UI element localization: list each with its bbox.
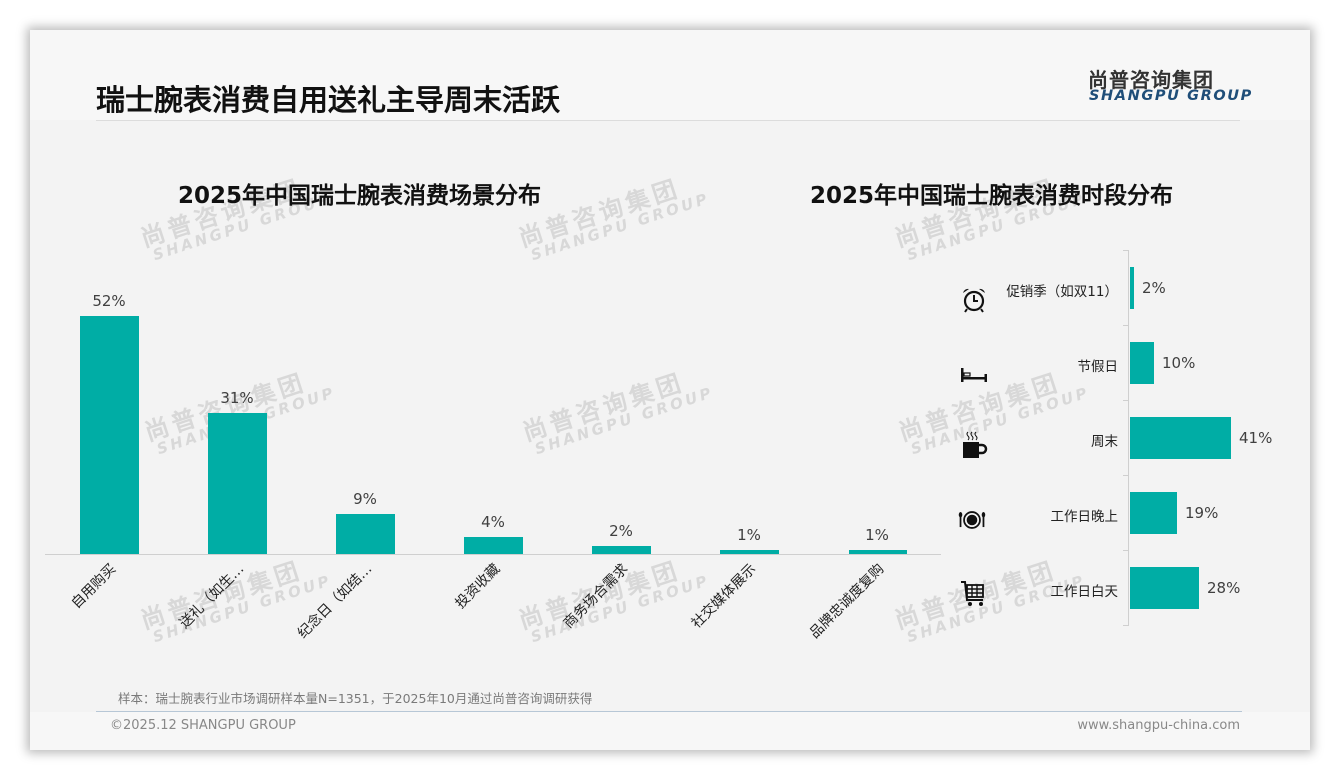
bar-value: 1% bbox=[737, 526, 761, 544]
title-divider bbox=[96, 120, 1240, 121]
bar-value: 1% bbox=[865, 526, 889, 544]
y-tick-label: 节假日 bbox=[1077, 359, 1119, 375]
bar-value: 2% bbox=[1142, 279, 1166, 297]
source-note: 样本：瑞士腕表行业市场调研样本量N=1351，于2025年10月通过尚普咨询调研… bbox=[118, 691, 593, 706]
x-tick-label: 送礼（如生… bbox=[176, 561, 248, 632]
bar bbox=[1130, 492, 1177, 534]
x-axis-line bbox=[45, 554, 941, 555]
axis-tick bbox=[1123, 250, 1128, 251]
footer-band bbox=[30, 712, 1310, 750]
copyright: ©2025.12 SHANGPU GROUP bbox=[110, 718, 296, 733]
axis-tick bbox=[1123, 325, 1128, 326]
bar bbox=[1130, 417, 1231, 459]
watermark: 尚普咨询集团 SHANGPU GROUP bbox=[515, 174, 712, 265]
footer-divider bbox=[96, 711, 1242, 712]
bar bbox=[720, 550, 779, 554]
bar-value: 2% bbox=[609, 522, 633, 540]
x-tick-label: 纪念日（如结… bbox=[294, 561, 376, 642]
y-tick-label: 促销季（如双11） bbox=[1006, 284, 1118, 300]
x-tick-label: 商务场合需求 bbox=[560, 561, 632, 632]
bar bbox=[208, 413, 267, 554]
x-tick-label: 投资收藏 bbox=[452, 561, 504, 612]
x-tick-label: 社交媒体展示 bbox=[688, 561, 760, 632]
watermark: 尚普咨询集团 SHANGPU GROUP bbox=[519, 368, 716, 459]
bar-value: 10% bbox=[1162, 354, 1196, 372]
bar-value: 41% bbox=[1239, 429, 1273, 447]
axis-tick bbox=[1123, 400, 1128, 401]
shopping-cart-icon bbox=[961, 581, 984, 606]
watermark: 尚普咨询集团 SHANGPU GROUP bbox=[895, 368, 1092, 459]
bar bbox=[849, 550, 907, 554]
left-chart-title: 2025年中国瑞士腕表消费场景分布 bbox=[178, 183, 542, 209]
x-tick-label: 品牌忠诚度复购 bbox=[806, 561, 888, 642]
bed-icon bbox=[961, 368, 987, 382]
bar-value: 52% bbox=[92, 292, 126, 310]
bar bbox=[80, 316, 139, 554]
alarm-clock-icon bbox=[963, 288, 985, 313]
header-band bbox=[30, 30, 1310, 120]
bar bbox=[1130, 567, 1199, 609]
bar bbox=[1130, 342, 1154, 384]
right-chart-title: 2025年中国瑞士腕表消费时段分布 bbox=[810, 183, 1174, 209]
coffee-mug-icon bbox=[963, 431, 988, 458]
bar bbox=[592, 546, 651, 554]
slide: 尚普咨询集团 SHANGPU GROUP 尚普咨询集团 SHANGPU GROUP … bbox=[30, 30, 1310, 750]
bar bbox=[464, 537, 523, 554]
bar bbox=[1130, 267, 1134, 309]
bar-value: 9% bbox=[353, 490, 377, 508]
bar-value: 4% bbox=[481, 513, 505, 531]
logo-cn: 尚普咨询集团 bbox=[1088, 68, 1214, 92]
dinner-plate-icon bbox=[958, 511, 986, 529]
logo-en: SHANGPU GROUP bbox=[1089, 88, 1253, 104]
x-tick-label: 自用购买 bbox=[68, 561, 120, 612]
bar bbox=[336, 514, 395, 554]
page-title: 瑞士腕表消费自用送礼主导周末活跃 bbox=[96, 83, 561, 117]
axis-tick bbox=[1123, 550, 1128, 551]
bar-value: 28% bbox=[1207, 579, 1241, 597]
y-tick-label: 工作日晚上 bbox=[1050, 509, 1119, 525]
axis-tick bbox=[1123, 475, 1128, 476]
y-axis-line bbox=[1128, 250, 1129, 626]
bar-value: 31% bbox=[220, 389, 254, 407]
y-tick-label: 工作日白天 bbox=[1050, 584, 1119, 600]
bar-value: 19% bbox=[1185, 504, 1219, 522]
website-link[interactable]: www.shangpu-china.com bbox=[1077, 718, 1240, 733]
axis-tick bbox=[1123, 625, 1128, 626]
y-tick-label: 周末 bbox=[1091, 434, 1118, 450]
